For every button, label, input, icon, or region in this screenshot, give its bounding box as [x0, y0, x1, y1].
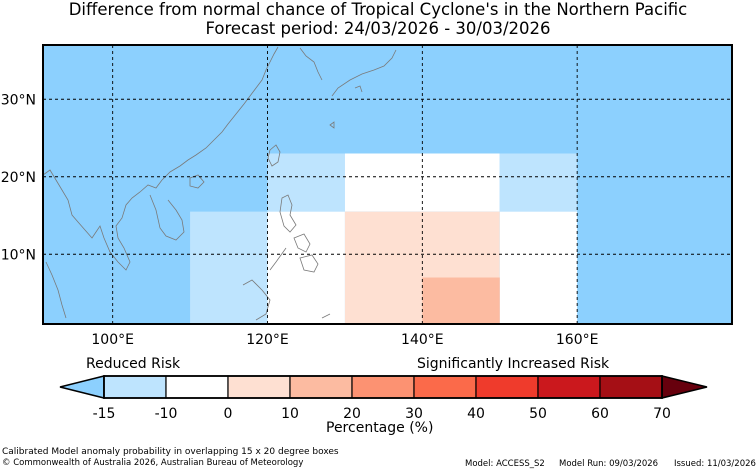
footer-model: Model: ACCESS_S2: [465, 459, 545, 469]
colorbar-over-arrow: [661, 375, 708, 399]
colorbar-tick: 30: [405, 406, 423, 422]
colorbar-frame: [103, 375, 663, 399]
footer-description: Calibrated Model anomaly probability in …: [2, 447, 339, 457]
latitude-tick-label: 30°N: [1, 92, 36, 108]
colorbar-tick: -15: [92, 406, 116, 422]
probability-cell: [190, 211, 268, 324]
colorbar-tick: 20: [343, 406, 361, 422]
footer-copyright: © Commonwealth of Australia 2026, Austra…: [2, 458, 304, 468]
probability-cell: [499, 211, 578, 324]
colorbar-tick: 70: [653, 406, 671, 422]
probability-cell: [499, 153, 578, 212]
colorbar-tick: 40: [467, 406, 485, 422]
longitude-tick-label: 160°E: [556, 332, 599, 348]
colorbar-swatch: [165, 375, 229, 399]
probability-cell: [422, 277, 500, 324]
longitude-tick-label: 120°E: [246, 332, 289, 348]
longitude-tick-label: 140°E: [401, 332, 444, 348]
colorbar-swatch: [103, 375, 167, 399]
colorbar-swatch: [227, 375, 291, 399]
map-title: Difference from normal chance of Tropica…: [68, 0, 688, 19]
colorbar-label-right: Significantly Increased Risk: [417, 356, 610, 372]
colorbar-tick: 0: [223, 406, 233, 422]
colorbar-swatch: [413, 375, 477, 399]
colorbar-tick: 60: [591, 406, 609, 422]
probability-cell: [267, 211, 345, 324]
coastline: [43, 46, 397, 321]
probability-cell: [267, 153, 345, 212]
footer-model-run: Model Run: 09/03/2026: [559, 459, 659, 469]
colorbar-tick: -10: [154, 406, 178, 422]
latitude-tick-label: 10°N: [1, 247, 36, 263]
colorbar-tick: 50: [529, 406, 547, 422]
colorbar-swatch: [351, 375, 415, 399]
colorbar-swatch: [475, 375, 539, 399]
colorbar-swatch: [537, 375, 601, 399]
colorbar-title: Percentage (%): [326, 420, 434, 436]
longitude-tick-label: 100°E: [91, 332, 134, 348]
footer-issued: Issued: 11/03/2026: [674, 459, 756, 469]
colorbar-swatch: [599, 375, 663, 399]
colorbar-tick: 10: [281, 406, 299, 422]
colorbar-label-left: Reduced Risk: [86, 356, 181, 372]
latitude-tick-label: 20°N: [1, 170, 36, 186]
colorbar-under-arrow: [59, 375, 105, 399]
map-frame: [42, 44, 733, 325]
forecast-period: Forecast period: 24/03/2026 - 30/03/2026: [205, 19, 551, 38]
colorbar-swatch: [289, 375, 353, 399]
